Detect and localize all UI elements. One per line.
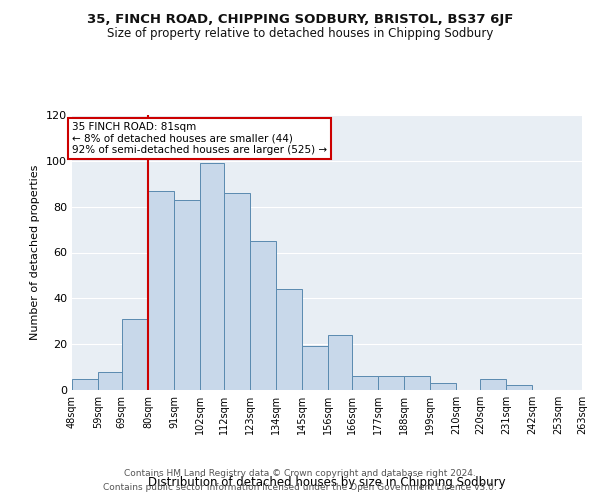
Bar <box>174 200 200 390</box>
Y-axis label: Number of detached properties: Number of detached properties <box>31 165 40 340</box>
Bar <box>224 193 250 390</box>
Bar <box>404 376 430 390</box>
X-axis label: Distribution of detached houses by size in Chipping Sodbury: Distribution of detached houses by size … <box>148 476 506 489</box>
Bar <box>276 289 302 390</box>
Bar <box>98 372 122 390</box>
Text: 35 FINCH ROAD: 81sqm
← 8% of detached houses are smaller (44)
92% of semi-detach: 35 FINCH ROAD: 81sqm ← 8% of detached ho… <box>72 122 327 155</box>
Text: Size of property relative to detached houses in Chipping Sodbury: Size of property relative to detached ho… <box>107 28 493 40</box>
Bar <box>200 163 224 390</box>
Bar <box>352 376 378 390</box>
Text: Contains HM Land Registry data © Crown copyright and database right 2024.: Contains HM Land Registry data © Crown c… <box>124 468 476 477</box>
Bar <box>506 386 532 390</box>
Bar <box>122 319 148 390</box>
Bar <box>328 335 352 390</box>
Text: Contains public sector information licensed under the Open Government Licence v3: Contains public sector information licen… <box>103 484 497 492</box>
Text: 35, FINCH ROAD, CHIPPING SODBURY, BRISTOL, BS37 6JF: 35, FINCH ROAD, CHIPPING SODBURY, BRISTO… <box>87 12 513 26</box>
Bar <box>430 383 456 390</box>
Bar <box>378 376 404 390</box>
Bar <box>148 190 174 390</box>
Bar <box>72 378 98 390</box>
Bar <box>250 241 276 390</box>
Bar <box>302 346 328 390</box>
Bar <box>480 378 506 390</box>
